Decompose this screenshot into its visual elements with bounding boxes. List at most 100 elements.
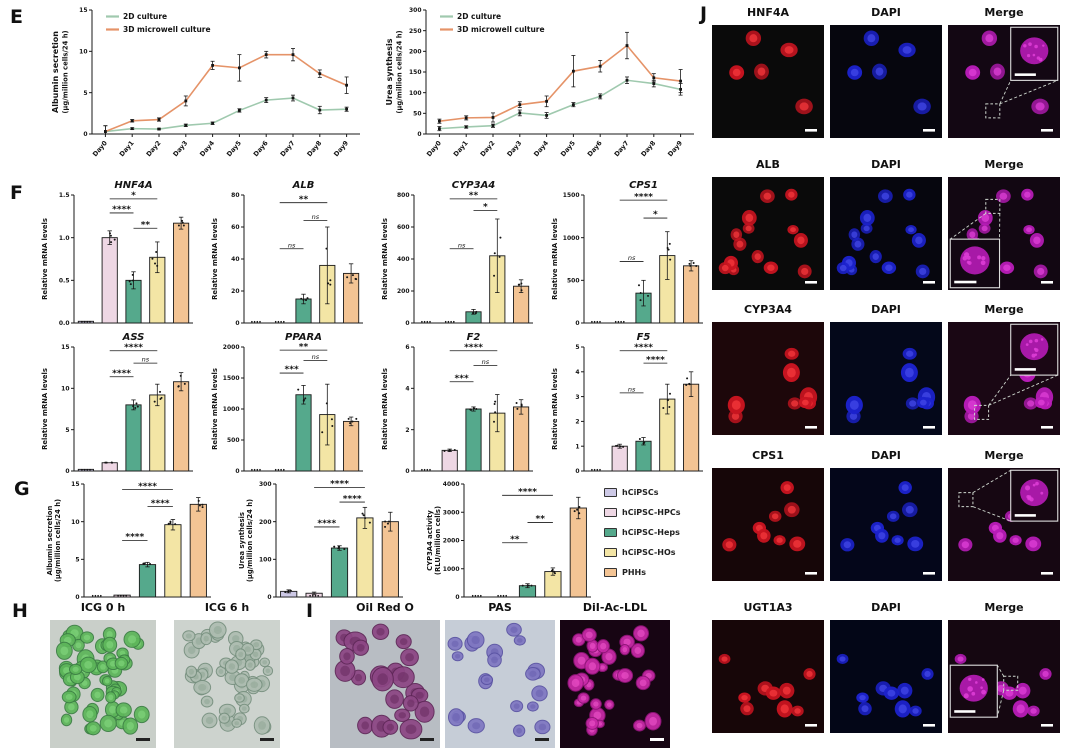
svg-text:Day5: Day5 xyxy=(225,139,243,159)
svg-text:PPARA: PPARA xyxy=(285,332,322,343)
svg-text:20: 20 xyxy=(231,288,239,295)
svg-text:1000: 1000 xyxy=(563,235,580,242)
legend-swatch xyxy=(604,488,617,497)
icg-0h-micrograph xyxy=(50,620,156,748)
svg-text:ns: ns xyxy=(312,213,320,221)
svg-text:****: **** xyxy=(634,343,653,353)
merge-channel-micrograph xyxy=(948,25,1060,138)
svg-text:****: **** xyxy=(464,343,483,353)
svg-text:****: **** xyxy=(518,488,537,498)
svg-text:Day2: Day2 xyxy=(479,139,497,158)
panel-label-f: F xyxy=(10,182,23,204)
svg-text:(RLU/million cells): (RLU/million cells) xyxy=(434,506,442,575)
svg-text:Albumin secretion: Albumin secretion xyxy=(51,31,60,113)
svg-text:10: 10 xyxy=(61,386,69,393)
f2-mrna-chart: 0 2 4 6 Relative mRNA levels F2 *** ns **** xyxy=(378,330,538,478)
svg-text:2: 2 xyxy=(575,419,579,426)
h-image-title-icg0: ICG 0 h xyxy=(80,601,126,614)
svg-text:4000: 4000 xyxy=(443,481,460,488)
svg-text:****: **** xyxy=(112,369,131,379)
svg-text:Relative mRNA levels: Relative mRNA levels xyxy=(41,218,49,300)
svg-text:****: **** xyxy=(330,480,349,490)
j-title-alb: ALB xyxy=(756,158,780,171)
svg-text:Day7: Day7 xyxy=(613,139,631,158)
dapi-channel-micrograph xyxy=(830,468,942,581)
dapi-channel-micrograph xyxy=(830,322,942,435)
svg-text:15: 15 xyxy=(61,344,69,351)
j-title-cyp3a4: CYP3A4 xyxy=(744,303,792,316)
i-image-title-dilacldl: DiI-Ac-LDL xyxy=(582,601,648,614)
svg-text:Relative mRNA levels: Relative mRNA levels xyxy=(381,368,389,450)
svg-text:5: 5 xyxy=(75,557,79,564)
svg-text:0: 0 xyxy=(575,468,579,475)
svg-text:4: 4 xyxy=(405,386,409,393)
ppara-mrna-chart: 0 500 1000 1500 2000 Relative mRNA levels PPAR… xyxy=(208,330,368,478)
svg-text:2000: 2000 xyxy=(223,344,240,351)
hnf4a-channel-micrograph xyxy=(712,25,824,138)
svg-text:0.0: 0.0 xyxy=(59,320,70,327)
svg-text:Relative mRNA levels: Relative mRNA levels xyxy=(41,368,49,450)
ass-mrna-chart: 0 5 10 15 Relative mRNA levels ASS **** ns **** xyxy=(38,330,198,478)
svg-text:(μg/million cells/24 h): (μg/million cells/24 h) xyxy=(62,30,70,113)
legend-item: hCiPSCs xyxy=(604,488,681,497)
panel-label-e: E xyxy=(10,6,23,28)
svg-text:****: **** xyxy=(317,519,336,529)
svg-text:HNF4A: HNF4A xyxy=(114,180,152,191)
legend-label: hCiPSC-HPCs xyxy=(622,508,681,517)
svg-text:ns: ns xyxy=(142,356,150,364)
svg-text:3D microwell culture: 3D microwell culture xyxy=(457,25,545,34)
svg-text:4: 4 xyxy=(575,369,579,376)
cyp3a4-mrna-chart: 0 200 400 600 800 Relative mRNA levels CYP3A4 n… xyxy=(378,178,538,330)
svg-text:0: 0 xyxy=(83,131,87,138)
svg-text:400: 400 xyxy=(397,256,410,263)
dapi-channel-micrograph xyxy=(830,620,942,733)
ugt1a3-channel-micrograph xyxy=(712,620,824,733)
svg-text:0: 0 xyxy=(65,468,69,475)
svg-text:**: ** xyxy=(299,195,309,205)
svg-text:Relative mRNA levels: Relative mRNA levels xyxy=(211,368,219,450)
svg-text:200: 200 xyxy=(397,288,410,295)
svg-text:**: ** xyxy=(469,191,479,201)
panel-label-g: G xyxy=(14,478,30,500)
svg-text:*: * xyxy=(483,203,488,213)
svg-text:5: 5 xyxy=(65,427,69,434)
j-title-merge-1: Merge xyxy=(984,158,1024,171)
svg-text:100: 100 xyxy=(259,557,272,564)
merge-channel-micrograph xyxy=(948,620,1060,733)
j-title-dapi-4: DAPI xyxy=(871,601,901,614)
svg-text:****: **** xyxy=(124,343,143,353)
svg-text:15: 15 xyxy=(79,7,87,14)
svg-text:(μg/million cells/24 h): (μg/million cells/24 h) xyxy=(246,499,254,582)
svg-text:2D culture: 2D culture xyxy=(123,12,167,21)
svg-text:ns: ns xyxy=(628,385,636,393)
svg-text:250: 250 xyxy=(409,28,422,35)
svg-text:15: 15 xyxy=(71,481,79,488)
j-title-dapi-2: DAPI xyxy=(871,303,901,316)
svg-text:600: 600 xyxy=(397,224,410,231)
svg-text:3000: 3000 xyxy=(443,509,460,516)
svg-text:F5: F5 xyxy=(637,332,651,343)
svg-text:ASS: ASS xyxy=(122,332,145,343)
svg-text:300: 300 xyxy=(259,481,272,488)
merge-channel-micrograph xyxy=(948,322,1060,435)
svg-text:Relative mRNA levels: Relative mRNA levels xyxy=(551,368,559,450)
svg-text:Day1: Day1 xyxy=(118,139,136,159)
svg-text:500: 500 xyxy=(567,278,580,285)
svg-text:Day1: Day1 xyxy=(452,139,470,159)
svg-text:0: 0 xyxy=(235,468,239,475)
legend-swatch xyxy=(604,568,617,577)
dil-ac-ldl-micrograph xyxy=(560,620,670,748)
svg-text:0: 0 xyxy=(267,594,271,601)
j-title-merge-2: Merge xyxy=(984,303,1024,316)
legend-swatch xyxy=(604,548,617,557)
svg-text:**: ** xyxy=(141,220,151,230)
svg-text:1: 1 xyxy=(575,443,579,450)
cyp3a4-channel-micrograph xyxy=(712,322,824,435)
svg-text:Day6: Day6 xyxy=(252,139,270,159)
svg-text:**: ** xyxy=(510,535,520,545)
j-title-merge-4: Merge xyxy=(984,601,1024,614)
legend-label: PHHs xyxy=(622,568,647,577)
svg-text:1.0: 1.0 xyxy=(59,235,70,242)
panel-label-i: I xyxy=(306,600,314,622)
svg-text:CYP3A4: CYP3A4 xyxy=(452,180,496,191)
